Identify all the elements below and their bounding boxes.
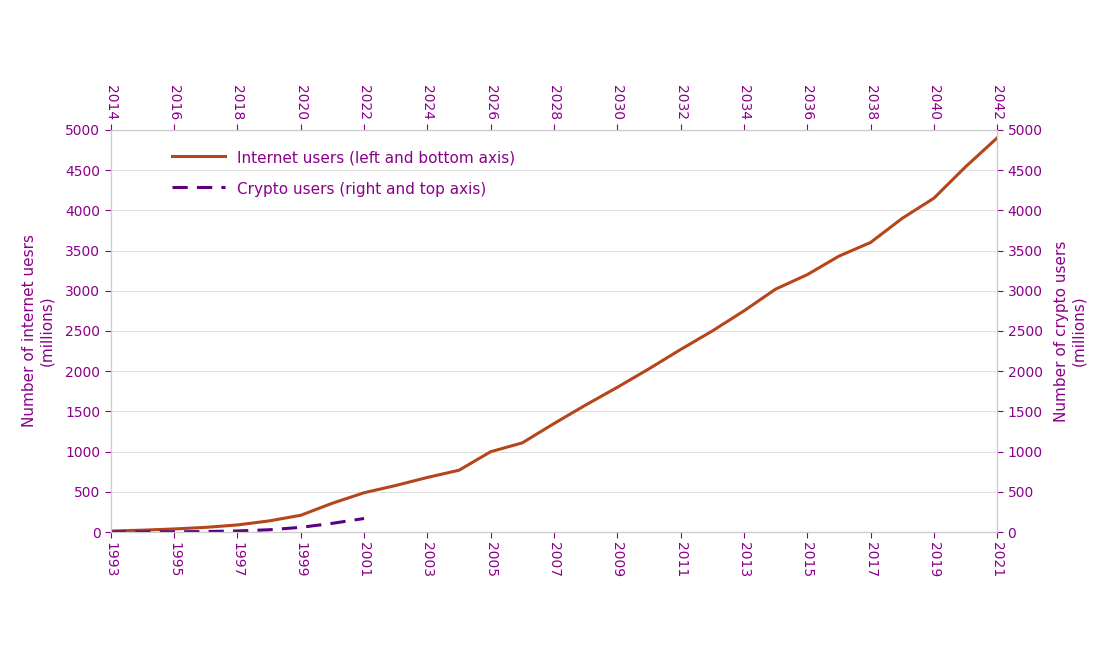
Y-axis label: Number of internet uesrs
(millions): Number of internet uesrs (millions): [22, 234, 54, 428]
Y-axis label: Number of crypto users
(millions): Number of crypto users (millions): [1054, 240, 1086, 422]
Legend: Internet users (left and bottom axis), Crypto users (right and top axis): Internet users (left and bottom axis), C…: [172, 149, 515, 197]
